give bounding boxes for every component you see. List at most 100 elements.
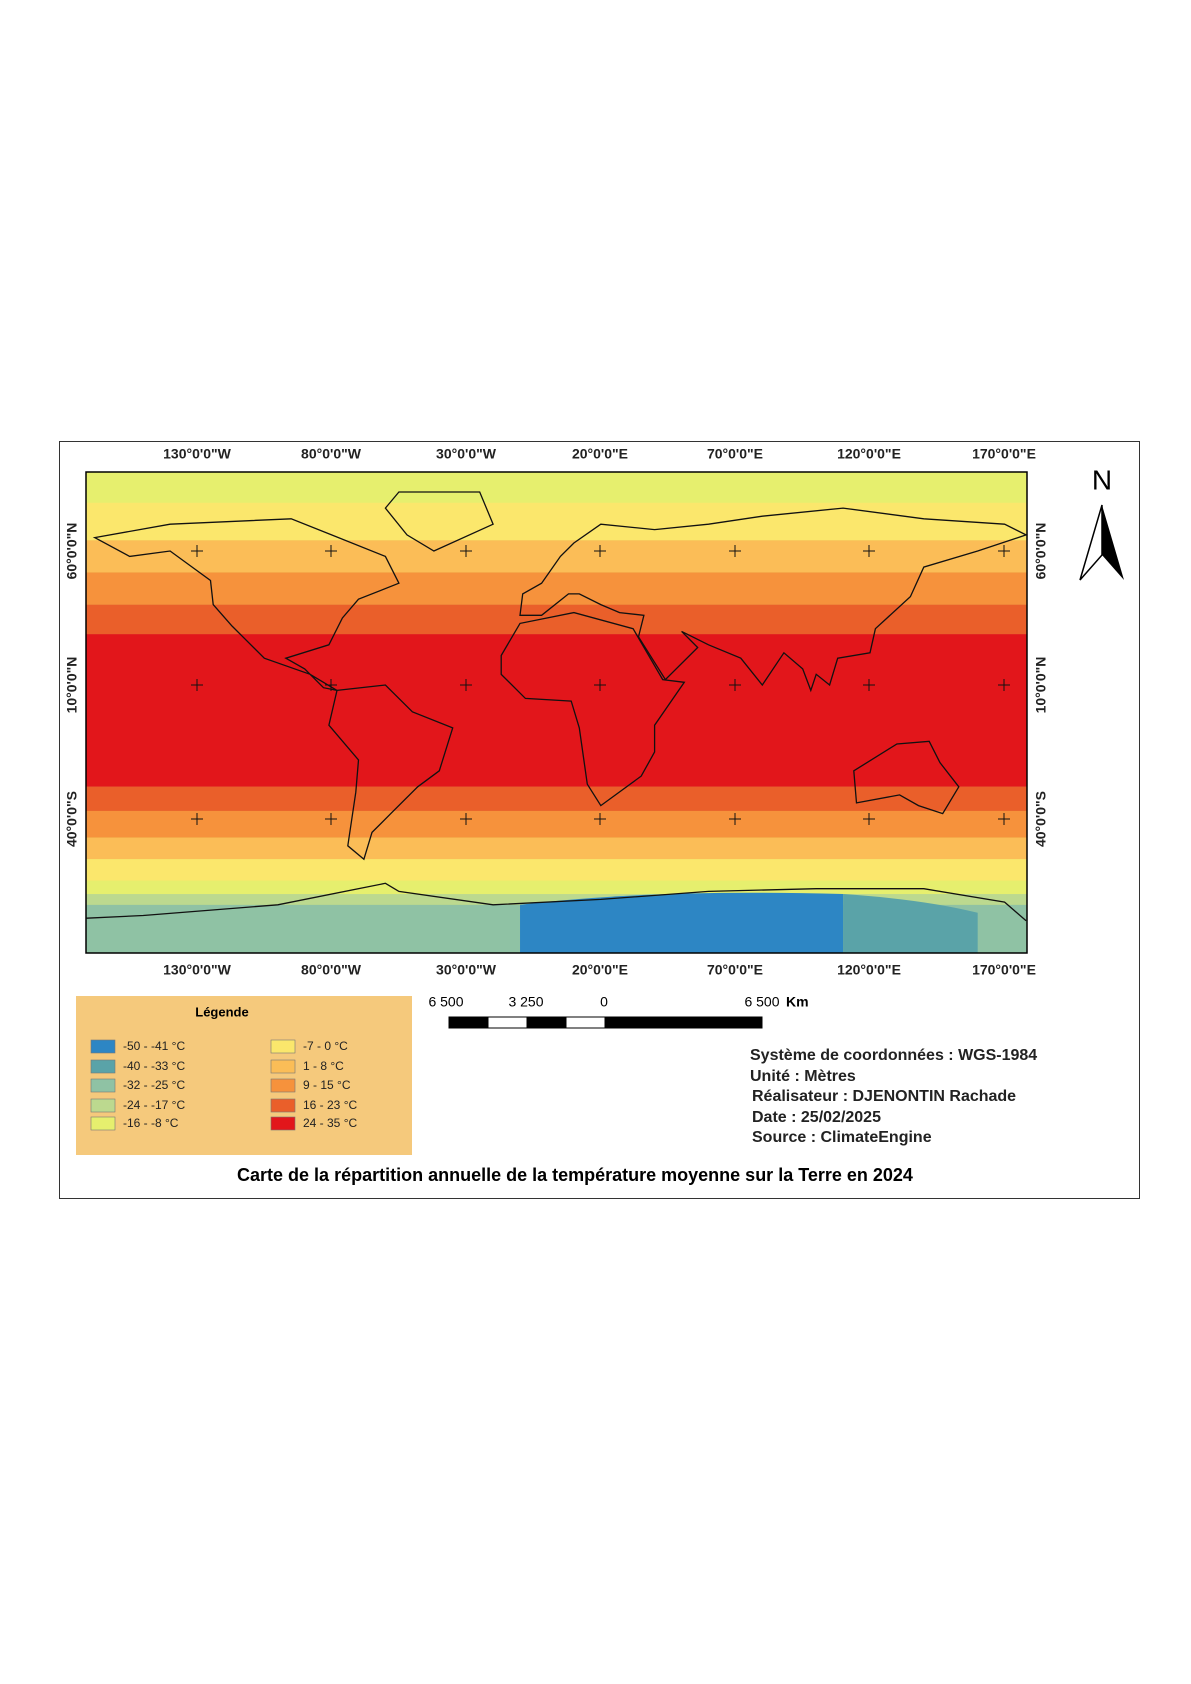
longitude-label-top: 20°0'0"E — [572, 446, 628, 462]
graticule-cross — [460, 813, 472, 825]
longitude-label-top: 120°0'0"E — [837, 446, 901, 462]
graticule-cross — [594, 813, 606, 825]
legend-label: -32 - -25 °C — [123, 1078, 185, 1092]
graticule-cross — [325, 545, 337, 557]
legend-swatch — [270, 1039, 296, 1054]
scale-bar-segment — [565, 1016, 606, 1029]
longitude-label-bottom: 120°0'0"E — [837, 962, 901, 978]
legend-swatch — [90, 1098, 116, 1113]
graticule-cross — [325, 813, 337, 825]
graticule-cross — [998, 679, 1010, 691]
legend-label: 1 - 8 °C — [303, 1059, 344, 1073]
legend-title: Légende — [195, 1004, 248, 1019]
legend-label: -7 - 0 °C — [303, 1039, 348, 1053]
longitude-label-bottom: 20°0'0"E — [572, 962, 628, 978]
longitude-label-bottom: 170°0'0"E — [972, 962, 1036, 978]
temperature-band — [86, 572, 1027, 605]
scale-bar-label: 6 500 — [744, 994, 779, 1010]
temperature-band — [86, 786, 1027, 811]
map-info: Unité : Mètres — [750, 1068, 856, 1085]
legend-swatch — [90, 1116, 116, 1131]
map-info: Date : 25/02/2025 — [752, 1109, 881, 1126]
legend-label: -24 - -17 °C — [123, 1098, 185, 1112]
greenland — [384, 491, 494, 552]
legend-label: -16 - -8 °C — [123, 1116, 179, 1130]
legend-swatch — [270, 1059, 296, 1074]
north-arrow-right — [1102, 505, 1124, 580]
scale-bar-segment — [448, 1016, 489, 1029]
australia — [853, 740, 960, 815]
south-america — [328, 684, 454, 861]
longitude-label-top: 30°0'0"W — [436, 446, 497, 462]
graticule-cross — [191, 545, 203, 557]
temperature-band — [86, 634, 1027, 787]
latitude-label-right: 10°0'0"N — [1033, 657, 1049, 714]
legend-swatch — [270, 1078, 296, 1093]
legend-label: 24 - 35 °C — [303, 1116, 357, 1130]
legend-box — [76, 996, 412, 1155]
temperature-band — [86, 837, 1027, 860]
legend-label: -50 - -41 °C — [123, 1039, 185, 1053]
scale-bar-unit: Km — [786, 994, 809, 1010]
longitude-label-top: 130°0'0"W — [163, 446, 231, 462]
graticule-cross — [594, 679, 606, 691]
graticule-cross — [729, 545, 741, 557]
legend-swatch — [90, 1039, 116, 1054]
graticule-cross — [191, 679, 203, 691]
legend-swatch — [90, 1078, 116, 1093]
graticule-cross — [729, 813, 741, 825]
temperature-band — [86, 880, 1027, 895]
longitude-label-bottom: 70°0'0"E — [707, 962, 763, 978]
scale-bar-segment — [526, 1016, 567, 1029]
latitude-label-left: 10°0'0"N — [64, 657, 80, 714]
graticule-cross — [325, 679, 337, 691]
legend-label: -40 - -33 °C — [123, 1059, 185, 1073]
north-label: N — [1092, 464, 1112, 495]
temperature-band — [86, 810, 1027, 838]
antarctica-mid — [843, 894, 978, 953]
graticule-cross — [191, 813, 203, 825]
scale-bar-segment — [604, 1016, 763, 1029]
graticule-cross — [998, 813, 1010, 825]
scale-bar-label: 0 — [600, 994, 608, 1010]
legend-label: 9 - 15 °C — [303, 1078, 351, 1092]
scale-bar-label: 3 250 — [508, 994, 543, 1010]
latitude-label-right: 60°0'0"N — [1033, 523, 1049, 580]
longitude-label-top: 80°0'0"W — [301, 446, 362, 462]
graticule-cross — [729, 679, 741, 691]
map-info: Système de coordonnées : WGS-1984 — [750, 1047, 1037, 1064]
longitude-label-top: 70°0'0"E — [707, 446, 763, 462]
latitude-label-left: 40°0'0"S — [64, 791, 80, 847]
antarctica — [86, 882, 1027, 922]
temperature-band — [86, 604, 1027, 635]
legend-swatch — [90, 1059, 116, 1074]
legend-swatch — [270, 1098, 296, 1113]
map-info: Réalisateur : DJENONTIN Rachade — [752, 1088, 1016, 1105]
latitude-label-left: 60°0'0"N — [64, 523, 80, 580]
map-border — [85, 471, 1028, 954]
legend-label: 16 - 23 °C — [303, 1098, 357, 1112]
longitude-label-bottom: 80°0'0"W — [301, 962, 362, 978]
map-info: Source : ClimateEngine — [752, 1129, 932, 1146]
latitude-label-right: 40°0'0"S — [1033, 791, 1049, 847]
north-america — [92, 518, 400, 692]
north-arrow — [1079, 504, 1124, 581]
graticule-cross — [863, 545, 875, 557]
graticule-cross — [460, 545, 472, 557]
temperature-band — [86, 894, 1027, 905]
scale-bar-segment — [487, 1016, 528, 1029]
map — [85, 471, 1028, 954]
eurasia — [519, 507, 1028, 693]
africa — [500, 611, 686, 807]
graticule-cross — [863, 813, 875, 825]
graticule-cross — [594, 545, 606, 557]
graticule-cross — [460, 679, 472, 691]
graticule-cross — [998, 545, 1010, 557]
graticule-cross — [863, 679, 875, 691]
scale-bar-label: 6 500 — [428, 994, 463, 1010]
map-title: Carte de la répartition annuelle de la t… — [237, 1165, 913, 1185]
antarctica-cold — [520, 892, 844, 953]
legend-swatch — [270, 1116, 296, 1131]
